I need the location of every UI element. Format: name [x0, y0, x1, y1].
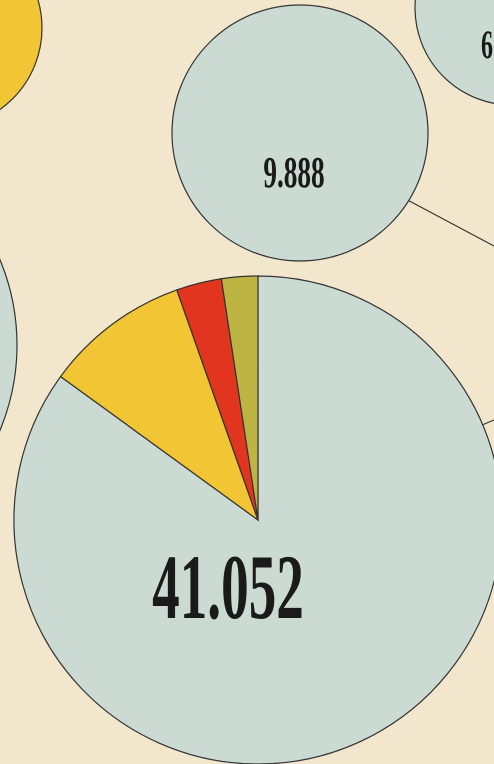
circle-label: 9.888	[263, 147, 324, 196]
pie-slice	[13, 275, 494, 764]
pie-label: 41.052	[152, 537, 304, 639]
connector-line	[399, 195, 494, 247]
partial-circle	[0, 0, 43, 111]
circle-label: 6	[481, 24, 493, 68]
pie-slice	[220, 275, 259, 521]
partial-circle	[0, 258, 18, 432]
pie-slice	[59, 289, 260, 522]
connector-line	[481, 419, 494, 426]
pie	[13, 275, 494, 764]
partial-circle	[414, 0, 494, 104]
circle	[171, 4, 429, 262]
